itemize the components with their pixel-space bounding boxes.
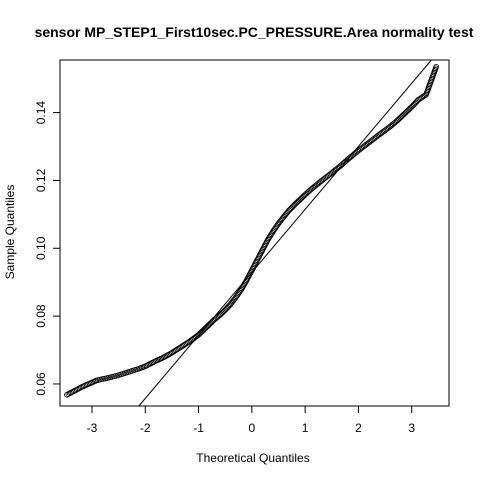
y-tick-label: 0.12 xyxy=(34,168,48,192)
x-tick-label: 1 xyxy=(302,421,309,435)
data-point xyxy=(265,236,271,243)
y-axis-ticks: 0.06 0.08 0.10 0.12 0.14 xyxy=(34,101,61,396)
data-point xyxy=(265,235,272,242)
y-tick-label: 0.06 xyxy=(34,372,48,396)
data-point xyxy=(166,351,173,358)
y-tick-label: 0.14 xyxy=(34,101,48,125)
data-point xyxy=(268,231,275,237)
y-tick-label: 0.08 xyxy=(34,304,48,328)
plot-area xyxy=(64,59,440,407)
data-point xyxy=(267,232,274,239)
plot-frame xyxy=(59,59,450,407)
x-tick-label: -2 xyxy=(140,421,151,435)
y-axis-label: Sample Quantiles xyxy=(3,185,17,280)
qq-reference-line xyxy=(138,59,432,407)
x-tick-label: 0 xyxy=(248,421,255,435)
data-point xyxy=(266,234,273,240)
chart-title: sensor MP_STEP1_First10sec.PC_PRESSURE.A… xyxy=(35,24,474,40)
x-tick-label: -3 xyxy=(87,421,98,435)
data-point xyxy=(433,63,440,70)
data-point xyxy=(242,278,249,285)
x-tick-label: -1 xyxy=(193,421,204,435)
y-tick-label: 0.10 xyxy=(34,236,48,260)
x-tick-label: 2 xyxy=(355,421,362,435)
x-tick-label: 3 xyxy=(408,421,415,435)
x-axis-label: Theoretical Quantiles xyxy=(196,451,309,465)
x-axis-ticks: -3 -2 -1 0 1 2 3 xyxy=(87,405,415,435)
